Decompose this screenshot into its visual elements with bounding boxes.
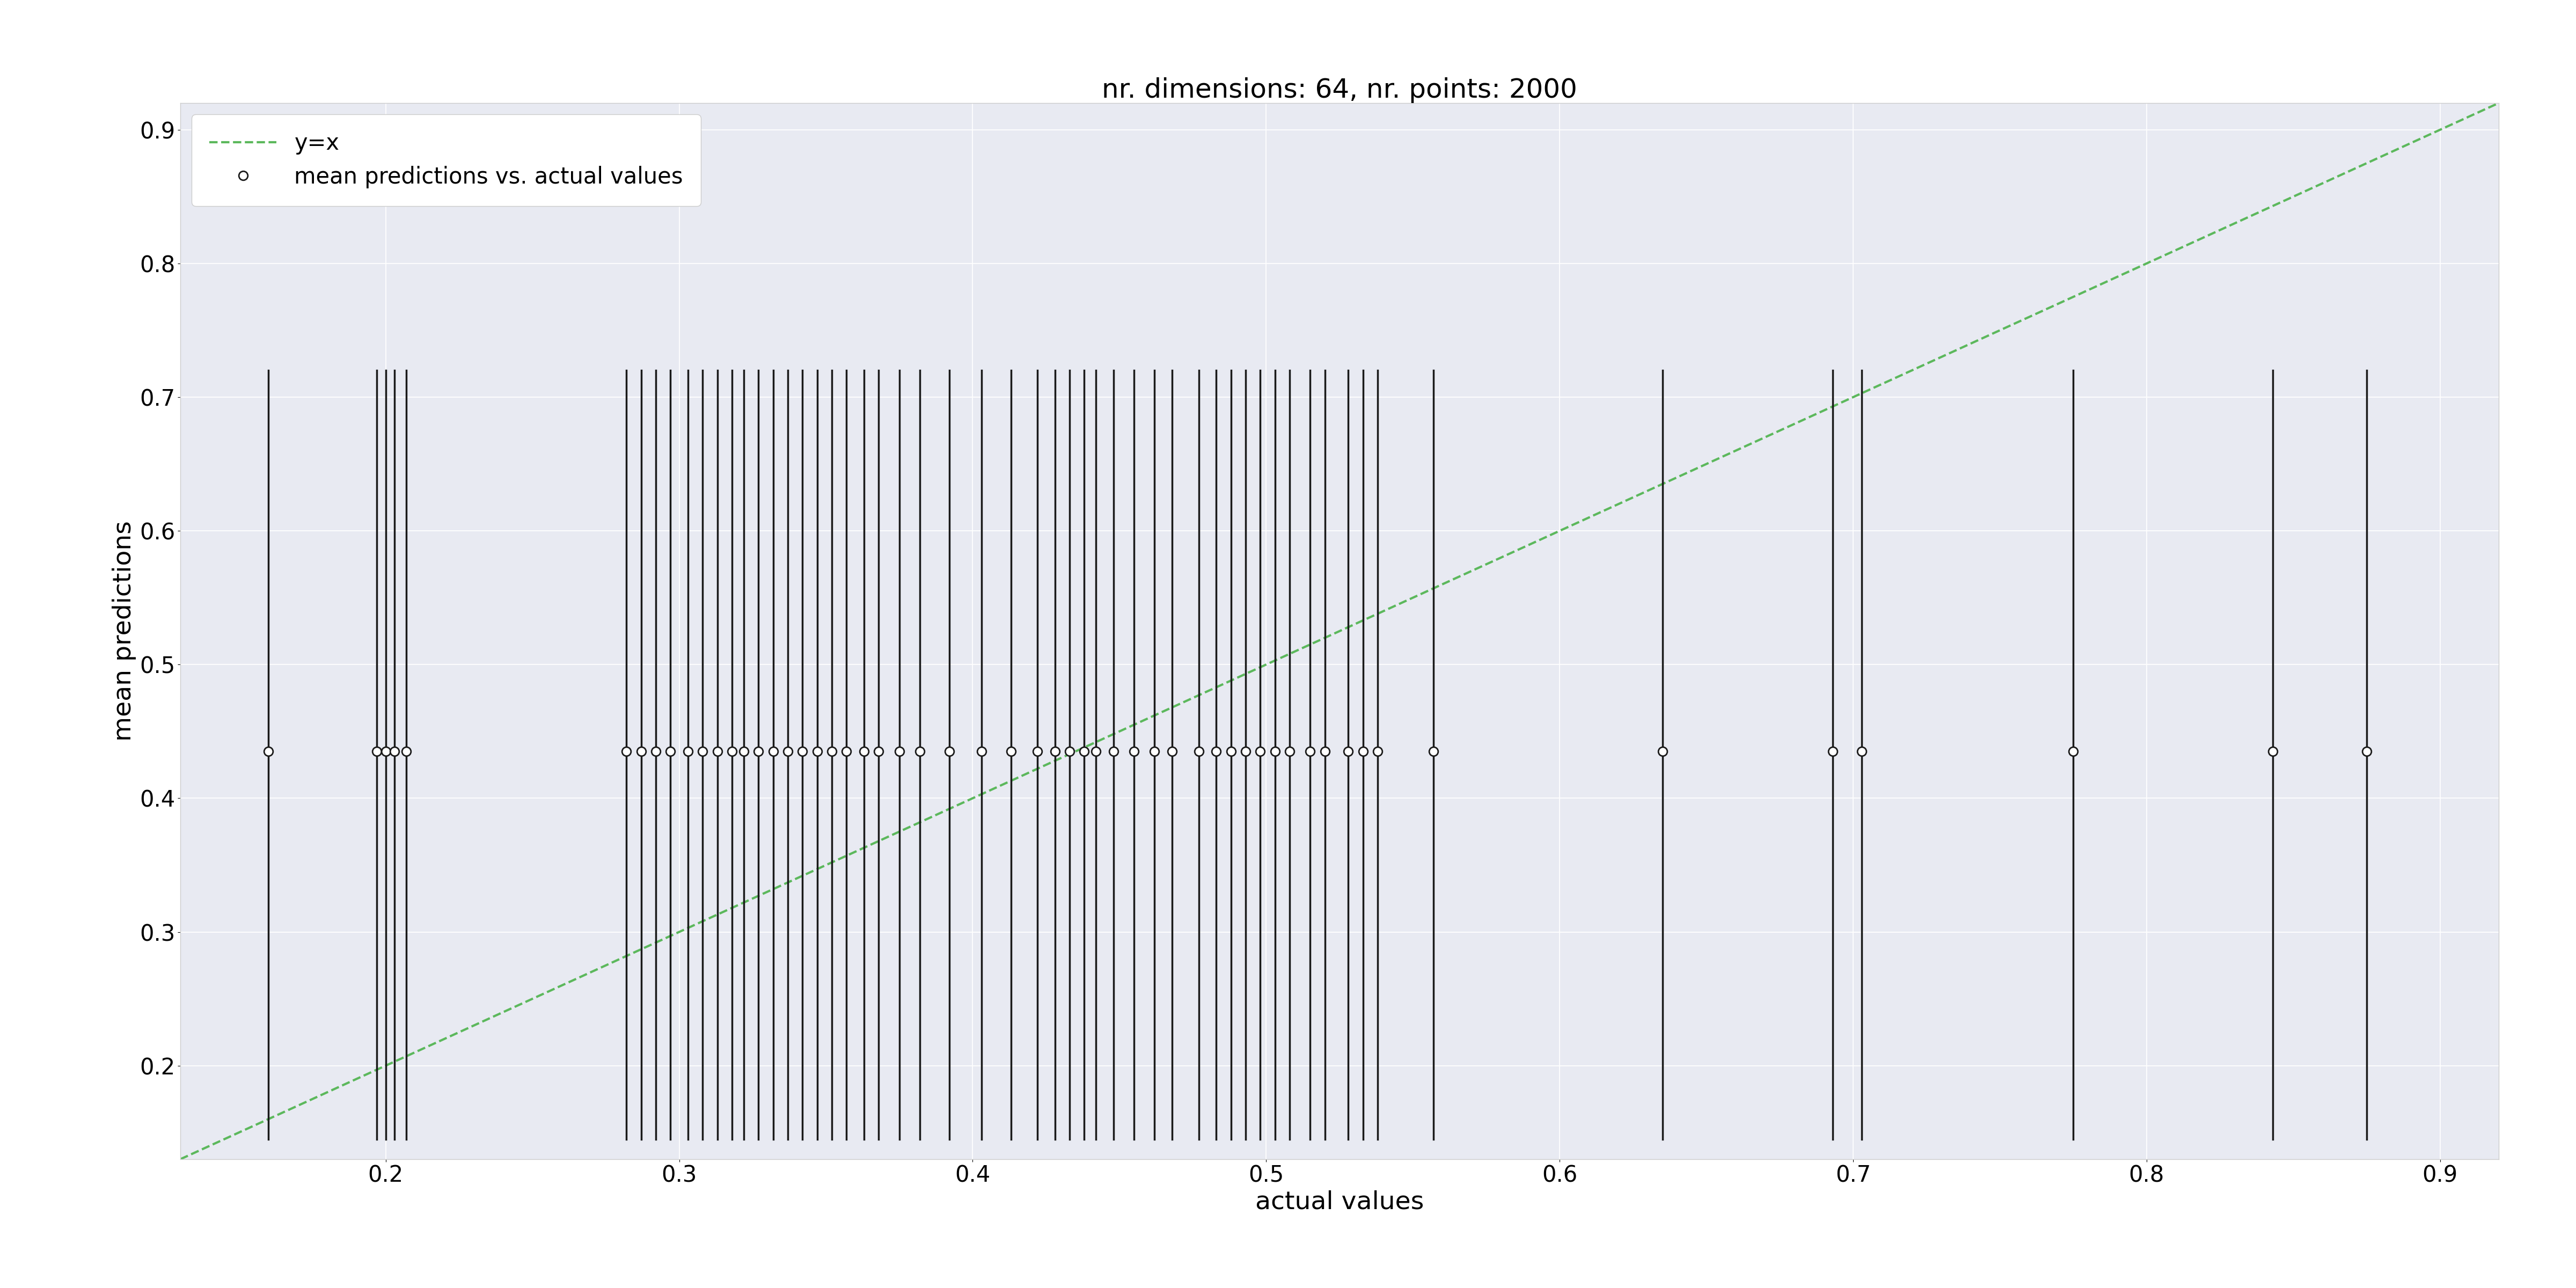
- Y-axis label: mean predictions: mean predictions: [113, 520, 137, 742]
- Title: nr. dimensions: 64, nr. points: 2000: nr. dimensions: 64, nr. points: 2000: [1103, 77, 1577, 103]
- Legend: y=x, mean predictions vs. actual values: y=x, mean predictions vs. actual values: [191, 115, 701, 206]
- X-axis label: actual values: actual values: [1255, 1190, 1425, 1215]
